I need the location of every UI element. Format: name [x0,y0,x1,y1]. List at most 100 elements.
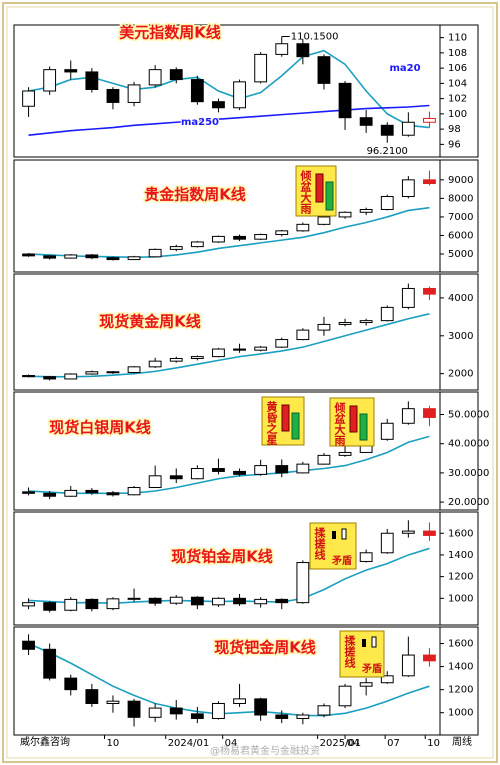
panel [13,626,479,736]
candle-body [43,492,57,497]
chart-title: 贵金指数周K线 [144,186,246,204]
candle-body [317,454,331,465]
candle-body [127,84,141,103]
candle-body [380,196,394,211]
candle-body [275,598,289,604]
candle-body [127,256,141,261]
candle-body [423,179,436,185]
candle-body [317,56,331,84]
candle-body [43,648,57,679]
candle-body [43,602,57,611]
y-tick-label: 4000 [448,293,473,304]
candle-body [127,597,141,600]
y-tick-label: 104 [448,78,467,89]
candle-body [106,88,120,103]
badge-icon [341,528,347,540]
ma-line [28,104,430,137]
candle-body [296,223,310,232]
chart-title: 现货钯金周K线 [214,639,316,657]
x-tick-label: 04 [225,738,238,749]
candle-body [85,689,99,704]
candle-body [423,408,436,418]
candle-body [85,71,99,90]
candle-body [127,700,141,718]
candle-body [43,376,57,380]
watermark: @杨易君黄金与金融投资 [210,744,320,757]
candle-body [296,463,310,474]
candle-body [22,253,35,257]
candle-body [423,654,436,662]
candle-body [43,69,57,92]
y-tick-label: 50.0000 [448,410,489,421]
candle-body [64,489,78,497]
candle-body [401,179,415,198]
candle-body [190,79,204,103]
candle-body [169,246,183,250]
candle-body [85,489,99,494]
candle-body [106,492,120,496]
candle-body [212,348,225,358]
candle-body [254,698,268,716]
candle-body [317,705,331,716]
badge-text: 倾盆大雨 [333,401,347,447]
badge-text: 揉搓线 [313,526,326,561]
badge [309,522,357,570]
y-tick-label: 1200 [448,685,473,696]
y-tick-label: 7000 [448,212,473,223]
candle-body [275,230,289,236]
candle-body [212,702,225,719]
candle-body [317,216,331,225]
candle-body [212,468,225,472]
candle-body [359,682,373,687]
candle-body [22,491,35,494]
badge-text: 矛盾 [361,662,382,675]
ma-line [28,313,430,378]
candle-body [233,81,246,109]
candle-body [296,43,310,58]
candle-body [148,248,162,258]
candle-body [338,211,352,218]
y-tick-label: 100 [448,109,467,120]
candle-body [275,43,289,55]
candle-body [275,465,289,474]
candle-body [338,322,352,325]
candle-body [338,685,352,707]
candle-body [22,90,35,107]
candle-body [22,602,35,607]
y-tick-label: 1600 [448,528,473,539]
candle-body [296,329,310,341]
ma-line [28,642,430,717]
candle-body [22,375,35,378]
candle-body [106,700,120,704]
candle-body [148,597,162,604]
panel [13,159,479,273]
candle-body [254,53,268,83]
badge-icon [332,531,336,539]
badge [339,630,385,678]
chart-title: 现货铂金周K线 [171,548,273,566]
candle-body [359,209,373,213]
candle-body [254,598,268,605]
frame-inner [6,6,494,759]
candle-body [169,475,183,480]
candle-body [169,358,183,362]
y-tick-label: 1400 [448,550,473,561]
y-tick-label: 2000 [448,369,473,380]
candle-body [190,356,204,360]
candle-body [380,422,394,440]
candle-body [296,714,310,719]
candle-body [190,468,204,480]
x-tick-label: 04 [347,738,360,749]
candle-body [254,234,268,240]
y-tick-label: 1000 [448,708,473,719]
badge-icon [281,404,290,432]
candle-body [169,69,183,81]
footer-right: 周线 [452,735,472,748]
low-label: 96.2100 [367,146,408,157]
y-tick-label: 30.0000 [448,468,489,479]
badge-icon [359,413,368,441]
candle-body [64,677,78,691]
candle-body [233,698,246,704]
badge-icon [362,639,366,647]
